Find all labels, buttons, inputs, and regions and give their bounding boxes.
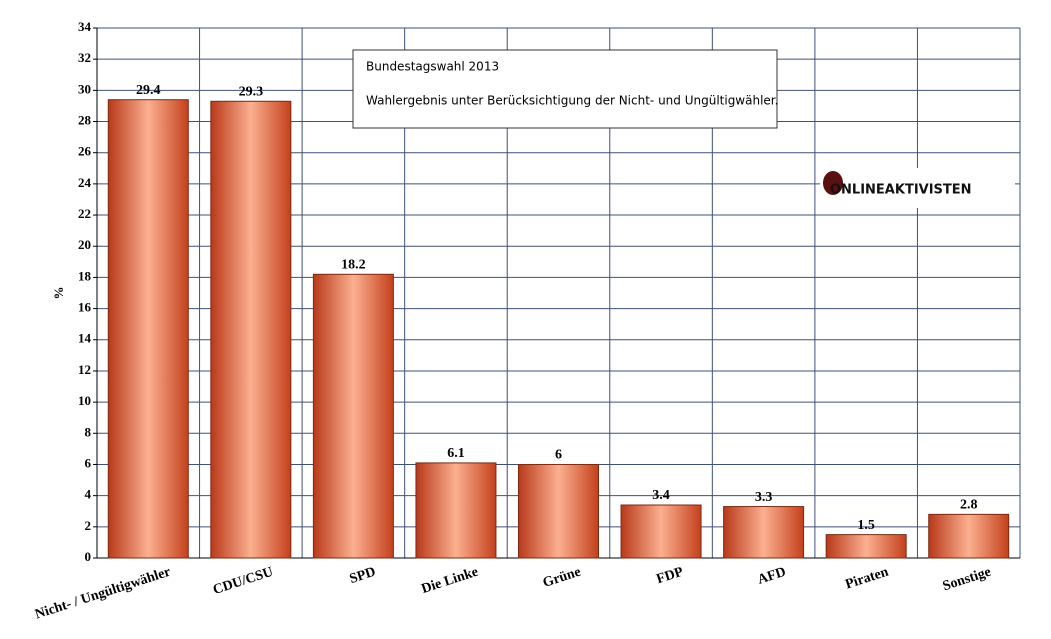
value-label: 3.4	[652, 488, 670, 503]
y-tick-label: 26	[78, 144, 92, 159]
x-tick-label: AFD	[756, 565, 788, 588]
y-tick-label: 10	[78, 393, 91, 408]
x-tick-label: FDP	[655, 564, 686, 587]
bar	[928, 513, 1010, 559]
bar	[415, 462, 497, 559]
y-tick-label: 6	[85, 455, 92, 470]
bar	[210, 100, 292, 559]
value-label: 3.3	[755, 490, 773, 505]
x-tick-label: Sonstige	[941, 565, 993, 595]
bar	[312, 273, 394, 559]
y-tick-label: 28	[78, 113, 92, 128]
value-label: 6.1	[447, 446, 465, 461]
logo-icon	[823, 171, 843, 195]
y-tick-label: 12	[78, 362, 91, 377]
y-tick-label: 0	[85, 549, 92, 564]
bar	[825, 534, 907, 559]
x-tick-label: Die Linke	[420, 565, 480, 597]
y-tick-label: 30	[78, 81, 91, 96]
y-axis-label: %	[51, 287, 66, 300]
value-label: 29.3	[239, 84, 264, 99]
x-tick-label: CDU/CSU	[211, 565, 275, 598]
y-tick-label: 24	[78, 175, 92, 190]
bar	[518, 463, 599, 559]
y-tick-label: 20	[78, 237, 91, 252]
title-box	[352, 49, 778, 129]
y-tick-label: 18	[78, 268, 92, 283]
chart-subtitle: Wahlergebnis unter Berücksichtigung der …	[366, 94, 778, 108]
value-label: 29.4	[136, 83, 161, 98]
logo-text: ONLINEAKTIVISTEN	[830, 183, 972, 198]
bar	[620, 504, 702, 559]
bar	[107, 99, 189, 559]
x-tick-label: Nicht- / Ungültigwähler	[33, 565, 172, 623]
x-tick-label: Grüne	[541, 565, 583, 591]
bar	[723, 506, 805, 559]
value-label: 2.8	[960, 498, 978, 513]
y-tick-label: 22	[78, 206, 91, 221]
y-tick-label: 16	[78, 300, 92, 315]
x-tick-label: SPD	[348, 565, 378, 587]
value-label: 6	[555, 448, 562, 463]
x-tick-label: Piraten	[844, 565, 891, 593]
y-tick-label: 8	[85, 424, 92, 439]
logo-bg	[820, 168, 1015, 208]
bars: 29.4 Nicht- / Ungültigwähler 29.3 CDU/CSU 18…	[33, 83, 1010, 623]
chart-title: Bundestagswahl 2013	[366, 60, 499, 74]
value-label: 1.5	[857, 518, 875, 533]
y-tick-label: 34	[78, 19, 92, 34]
value-label: 18.2	[341, 258, 366, 273]
y-tick-label: 32	[78, 50, 91, 65]
y-tick-label: 2	[85, 518, 92, 533]
y-tick-label: 4	[85, 487, 92, 502]
y-tick-label: 14	[78, 331, 92, 346]
